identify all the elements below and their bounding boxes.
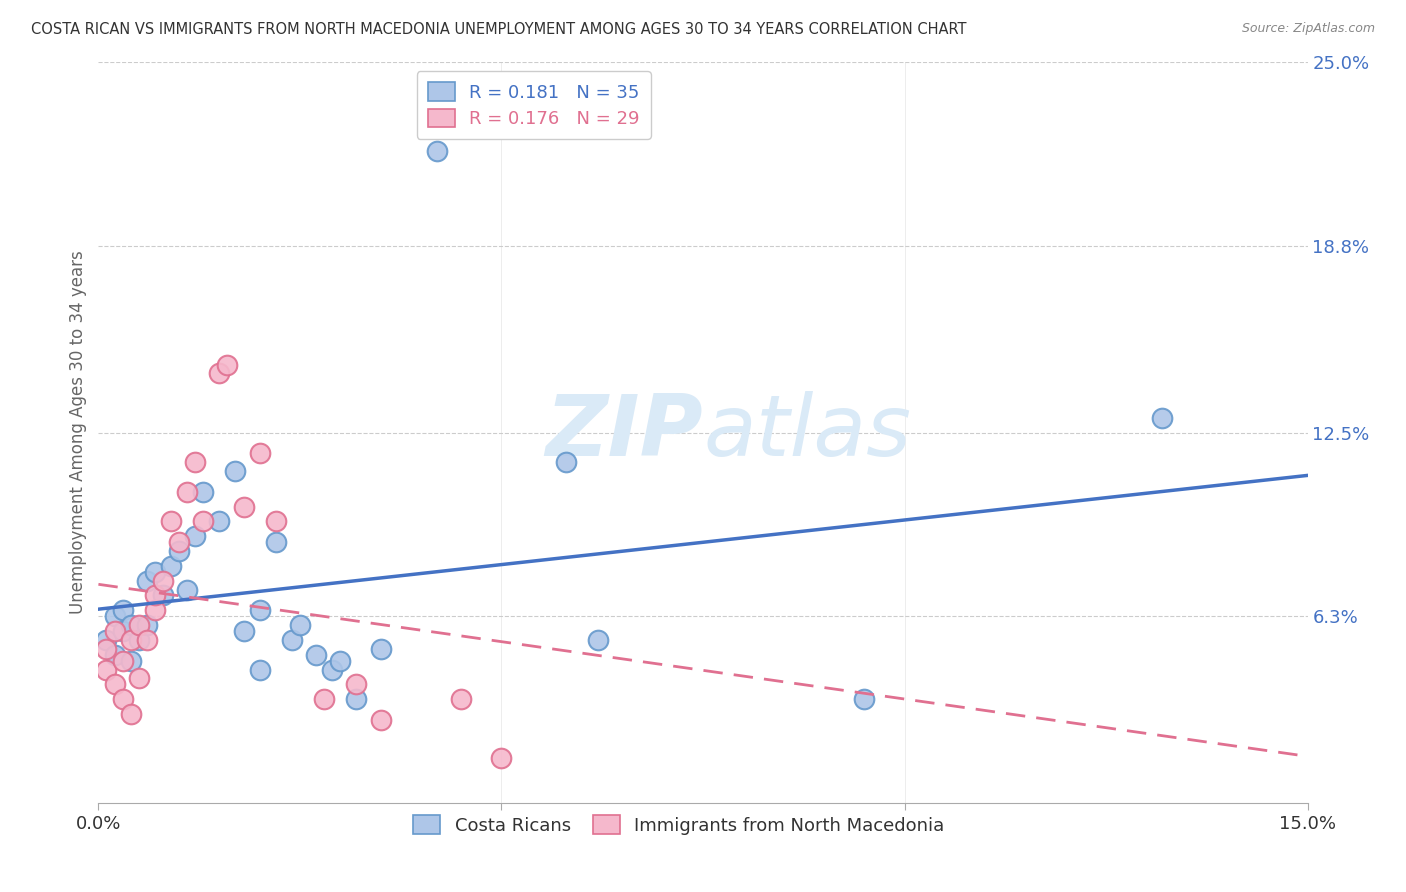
Text: COSTA RICAN VS IMMIGRANTS FROM NORTH MACEDONIA UNEMPLOYMENT AMONG AGES 30 TO 34 : COSTA RICAN VS IMMIGRANTS FROM NORTH MAC…: [31, 22, 966, 37]
Point: [111, 603, 134, 617]
Point: [217, 358, 239, 372]
Point: [135, 618, 157, 632]
Point: [264, 535, 287, 549]
Point: [120, 706, 142, 721]
Point: [344, 692, 367, 706]
Point: [167, 535, 190, 549]
Text: atlas: atlas: [703, 391, 911, 475]
Point: [160, 558, 183, 573]
Point: [96, 663, 118, 677]
Point: [120, 618, 142, 632]
Point: [193, 484, 215, 499]
Point: [281, 632, 304, 647]
Point: [208, 515, 231, 529]
Point: [176, 484, 198, 499]
Point: [111, 692, 134, 706]
Point: [176, 582, 198, 597]
Point: [103, 624, 125, 638]
Point: [143, 589, 166, 603]
Point: [103, 677, 125, 691]
Point: [103, 609, 125, 624]
Point: [193, 515, 215, 529]
Point: [96, 632, 118, 647]
Point: [135, 574, 157, 588]
Point: [103, 648, 125, 662]
Point: [288, 618, 311, 632]
Point: [249, 603, 271, 617]
Point: [111, 624, 134, 638]
Point: [321, 663, 343, 677]
Point: [167, 544, 190, 558]
Point: [152, 574, 174, 588]
Point: [314, 692, 336, 706]
Point: [555, 455, 578, 469]
Point: [329, 654, 352, 668]
Point: [491, 751, 513, 765]
Point: [232, 624, 254, 638]
Point: [152, 589, 174, 603]
Point: [184, 455, 207, 469]
Text: Source: ZipAtlas.com: Source: ZipAtlas.com: [1241, 22, 1375, 36]
Y-axis label: Unemployment Among Ages 30 to 34 years: Unemployment Among Ages 30 to 34 years: [69, 251, 87, 615]
Point: [160, 515, 183, 529]
Point: [120, 654, 142, 668]
Point: [264, 515, 287, 529]
Text: ZIP: ZIP: [546, 391, 703, 475]
Point: [305, 648, 328, 662]
Point: [426, 145, 449, 159]
Point: [143, 603, 166, 617]
Point: [224, 464, 246, 478]
Point: [586, 632, 609, 647]
Point: [128, 618, 150, 632]
Point: [232, 500, 254, 514]
Legend: Costa Ricans, Immigrants from North Macedonia: Costa Ricans, Immigrants from North Mace…: [402, 805, 955, 846]
Point: [143, 565, 166, 579]
Point: [370, 641, 392, 656]
Point: [370, 713, 392, 727]
Point: [96, 641, 118, 656]
Point: [1152, 410, 1174, 425]
Point: [128, 632, 150, 647]
Point: [208, 367, 231, 381]
Point: [128, 672, 150, 686]
Point: [853, 692, 876, 706]
Point: [184, 529, 207, 543]
Point: [450, 692, 472, 706]
Point: [249, 663, 271, 677]
Point: [249, 446, 271, 460]
Point: [135, 632, 157, 647]
Point: [344, 677, 367, 691]
Point: [111, 654, 134, 668]
Point: [120, 632, 142, 647]
